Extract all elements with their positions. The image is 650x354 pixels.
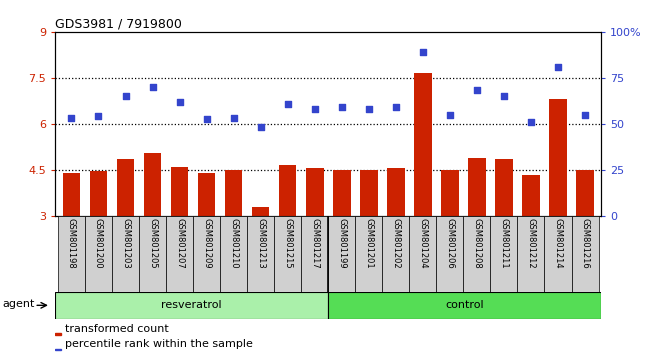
Bar (463, 216, 491, 292)
Point (580, 112, 590, 118)
Point (283, 101, 293, 107)
Point (445, 112, 455, 118)
Text: GDS3981 / 7919800: GDS3981 / 7919800 (55, 18, 182, 31)
Bar (306, 169, 324, 216)
Point (202, 116, 212, 122)
Point (499, 93, 509, 99)
Bar (545, 216, 571, 292)
Bar (382, 216, 410, 292)
Bar (139, 216, 166, 292)
Bar (517, 216, 545, 292)
Bar (274, 216, 301, 292)
Text: GSM801208: GSM801208 (473, 218, 482, 269)
Text: GSM801213: GSM801213 (256, 218, 265, 269)
Text: GSM801199: GSM801199 (337, 218, 346, 269)
Point (148, 84, 158, 90)
Bar (62, 173, 80, 216)
Bar (55, 349, 60, 350)
Text: GSM801203: GSM801203 (121, 218, 130, 269)
Point (472, 87, 482, 93)
Bar (387, 169, 404, 216)
Bar (468, 158, 486, 216)
Bar (522, 175, 540, 216)
Point (94, 113, 104, 119)
Bar (198, 173, 215, 216)
Point (391, 104, 401, 110)
Bar (112, 216, 139, 292)
Bar (356, 216, 382, 292)
Bar (55, 292, 328, 319)
Bar (220, 216, 247, 292)
Text: GSM801216: GSM801216 (580, 218, 590, 269)
Point (66, 115, 77, 121)
Bar (328, 216, 356, 292)
Text: GSM801202: GSM801202 (391, 218, 400, 269)
Bar (58, 216, 85, 292)
Bar (252, 207, 270, 216)
Point (337, 104, 347, 110)
Point (418, 49, 428, 55)
Bar (436, 216, 463, 292)
Bar (166, 216, 193, 292)
Text: GSM801215: GSM801215 (283, 218, 292, 269)
Bar (491, 216, 517, 292)
Bar (301, 216, 328, 292)
Bar (328, 292, 601, 319)
Text: GSM801198: GSM801198 (67, 218, 76, 269)
Text: GSM801204: GSM801204 (419, 218, 427, 269)
Point (228, 115, 239, 121)
Text: GSM801210: GSM801210 (229, 218, 238, 269)
Text: percentile rank within the sample: percentile rank within the sample (65, 339, 253, 349)
Bar (90, 171, 107, 216)
Text: GSM801212: GSM801212 (526, 218, 536, 269)
Bar (441, 170, 459, 216)
Bar (279, 165, 296, 216)
Bar (193, 216, 220, 292)
Text: GSM801205: GSM801205 (148, 218, 157, 269)
Bar (225, 170, 242, 216)
Text: GSM801207: GSM801207 (175, 218, 184, 269)
Text: agent: agent (3, 299, 35, 309)
Point (363, 106, 374, 112)
Point (309, 106, 320, 112)
Text: GSM801200: GSM801200 (94, 218, 103, 269)
Text: GSM801217: GSM801217 (310, 218, 319, 269)
Bar (571, 216, 599, 292)
Bar (414, 73, 432, 216)
Bar (360, 170, 378, 216)
Text: GSM801209: GSM801209 (202, 218, 211, 269)
Point (552, 64, 563, 70)
Bar (117, 159, 135, 216)
Bar (55, 333, 60, 335)
Point (120, 93, 131, 99)
Bar (495, 159, 513, 216)
Bar (549, 99, 567, 216)
Bar (577, 170, 594, 216)
Text: GSM801214: GSM801214 (554, 218, 562, 269)
Bar (410, 216, 436, 292)
Bar (247, 216, 274, 292)
Bar (333, 170, 350, 216)
Point (526, 120, 536, 125)
Text: GSM801201: GSM801201 (364, 218, 373, 269)
Bar (171, 167, 188, 216)
Text: transformed count: transformed count (65, 324, 169, 333)
Text: control: control (445, 300, 484, 310)
Point (174, 99, 185, 105)
Text: GSM801211: GSM801211 (499, 218, 508, 269)
Point (255, 124, 266, 130)
Text: GSM801206: GSM801206 (445, 218, 454, 269)
Text: resveratrol: resveratrol (161, 300, 222, 310)
Bar (85, 216, 112, 292)
Bar (144, 153, 161, 216)
